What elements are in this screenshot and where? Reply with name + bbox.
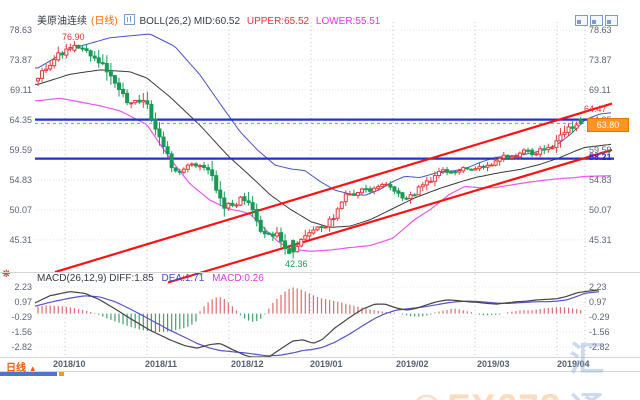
boll-upper-band bbox=[35, 33, 612, 196]
support-price-label: 58.21 bbox=[589, 152, 612, 162]
trend-channel bbox=[54, 102, 613, 284]
date-tick: 2018/12 bbox=[231, 359, 264, 369]
macd-axis-left-tick: -1.56 bbox=[11, 327, 32, 338]
macd-value-label: MACD:0.26 bbox=[212, 273, 264, 284]
swing-high-label: 76.90 bbox=[62, 32, 85, 42]
swing-low-label: 42.36 bbox=[285, 259, 308, 269]
macd-diff-label: MACD(26,12,9) DIFF:1.85 bbox=[37, 273, 154, 284]
date-tick: 2019/03 bbox=[477, 359, 510, 369]
axis-left-tick: 54.83 bbox=[9, 174, 32, 185]
axis-right-tick: 73.87 bbox=[589, 54, 612, 65]
axis-left-tick: 59.59 bbox=[9, 144, 32, 155]
horizontal-lines bbox=[35, 118, 614, 160]
layout-single-icon[interactable] bbox=[575, 15, 588, 26]
boll-lower-band bbox=[35, 97, 612, 252]
macd-axis-left-tick: 2.23 bbox=[14, 282, 32, 293]
macd-dea-label: DEA:1.71 bbox=[161, 273, 205, 284]
date-tick: 2018/10 bbox=[53, 359, 86, 369]
axis-left-tick: 64.35 bbox=[9, 114, 32, 125]
gridlines bbox=[35, 22, 586, 357]
boll-lower-label: LOWER:55.51 bbox=[315, 16, 381, 27]
chart-layout-buttons bbox=[575, 15, 618, 26]
layout-split-icon[interactable] bbox=[590, 15, 603, 26]
date-axis-bottom-line bbox=[0, 371, 640, 372]
macd-settings-icon[interactable]: ❋ bbox=[2, 269, 11, 280]
axis-right-tick: 50.07 bbox=[589, 204, 612, 215]
axis-right-tick: 78.63 bbox=[589, 25, 612, 35]
macd-axis-right-tick: -1.56 bbox=[589, 327, 610, 338]
tab-scrollbar[interactable] bbox=[0, 372, 57, 376]
axis-left-tick: 73.87 bbox=[9, 54, 32, 65]
macd-axis-left-tick: -0.29 bbox=[11, 312, 32, 323]
date-tick: 2019/04 bbox=[557, 359, 590, 369]
panel-divider bbox=[0, 272, 640, 273]
tab-scrollbar-handle[interactable] bbox=[59, 372, 64, 376]
macd-axis-right-tick: -0.29 bbox=[589, 312, 610, 323]
date-tick: 2019/01 bbox=[310, 359, 343, 369]
macd-panel bbox=[34, 287, 600, 358]
tab-daily[interactable]: 日线 ▲ bbox=[6, 359, 37, 374]
macd-header: MACD(26,12,9) DIFF:1.85 DEA:1.71 MACD:0.… bbox=[37, 273, 269, 284]
date-tick: 2018/11 bbox=[145, 359, 178, 369]
candlestick-series bbox=[36, 40, 583, 259]
macd-axis-right-tick: 2.23 bbox=[589, 282, 607, 293]
macd-axis-right-tick: 0.97 bbox=[589, 297, 607, 308]
macd-axis-left-tick: -2.82 bbox=[11, 342, 32, 353]
symbol-name: 美原油连续 bbox=[37, 16, 87, 27]
date-axis-top-line bbox=[0, 357, 640, 358]
tab-daily-label: 日线 bbox=[6, 363, 26, 374]
layout-grid-icon[interactable] bbox=[605, 15, 618, 26]
tab-arrow-icon: ▲ bbox=[28, 364, 37, 373]
axis-right-tick: 59.59 bbox=[589, 144, 612, 155]
axis-right-tick: 69.11 bbox=[589, 84, 611, 95]
boll-mid-band bbox=[35, 69, 612, 228]
axis-right-tick: 45.31 bbox=[589, 234, 612, 245]
macd-axis-left-tick: 0.97 bbox=[14, 297, 32, 308]
axis-left-tick: 78.63 bbox=[9, 25, 32, 35]
period-label: (日线) bbox=[91, 16, 118, 27]
chart-header: 美原油连续 (日线) BOLL(26,2) MID:60.52 UPPER:65.… bbox=[37, 13, 384, 27]
boll-upper-label: UPPER:65.52 bbox=[246, 16, 310, 27]
axis-left-tick: 45.31 bbox=[9, 234, 32, 245]
bollinger-bands bbox=[35, 33, 612, 252]
boll-value-label: BOLL(26,2) MID:60.52 bbox=[139, 16, 241, 27]
axis-left-tick: 50.07 bbox=[9, 204, 32, 215]
axis-right-tick: 54.83 bbox=[589, 174, 612, 185]
macd-axis-right-tick: -2.82 bbox=[589, 342, 610, 353]
date-tick: 2019/02 bbox=[396, 359, 429, 369]
macd-diff-line bbox=[34, 289, 600, 358]
axis-left-tick: 69.11 bbox=[10, 84, 32, 95]
last-price-badge: 63.80 bbox=[587, 118, 629, 132]
indicator-settings-icon[interactable] bbox=[124, 14, 136, 25]
resistance-price-label: 64.47 bbox=[584, 104, 607, 114]
